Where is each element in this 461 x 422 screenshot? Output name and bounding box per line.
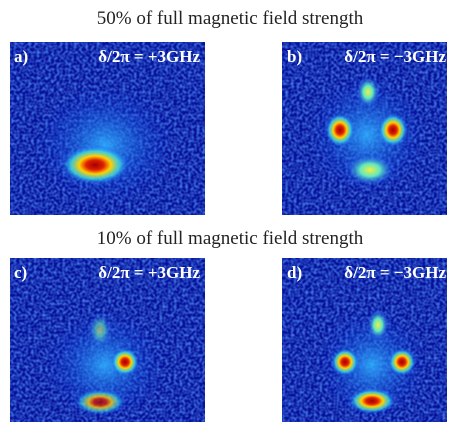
spot <box>367 309 389 341</box>
spot <box>331 348 359 376</box>
panel: b) δ/2π = −3GHz <box>282 42 447 215</box>
panel: c) δ/2π = +3GHz <box>10 258 205 422</box>
heading: 50% of full magnetic field strength <box>97 8 364 29</box>
panel: a) δ/2π = +3GHz <box>10 42 205 215</box>
detuning: δ/2π = −3GHz <box>344 47 446 66</box>
spot <box>356 76 380 108</box>
panel: d) δ/2π = −3GHz <box>282 258 447 422</box>
spot <box>74 389 126 415</box>
panel-label: b) <box>287 47 302 66</box>
heading: 10% of full magnetic field strength <box>97 228 364 249</box>
spot <box>111 348 139 376</box>
glow <box>317 310 427 420</box>
panel-label: a) <box>14 47 28 66</box>
spot <box>60 145 130 185</box>
detuning: δ/2π = +3GHz <box>98 47 200 66</box>
glow <box>45 310 165 420</box>
detuning: δ/2π = −3GHz <box>344 263 446 282</box>
spot <box>325 113 355 147</box>
spot <box>388 348 416 376</box>
glow <box>307 75 427 195</box>
glow <box>35 85 175 205</box>
spot <box>348 388 396 414</box>
detuning: δ/2π = +3GHz <box>98 263 200 282</box>
panel-label: d) <box>287 263 302 282</box>
spot <box>88 312 112 348</box>
panel-label: c) <box>14 263 27 282</box>
spot <box>378 113 408 147</box>
spot <box>345 154 395 186</box>
